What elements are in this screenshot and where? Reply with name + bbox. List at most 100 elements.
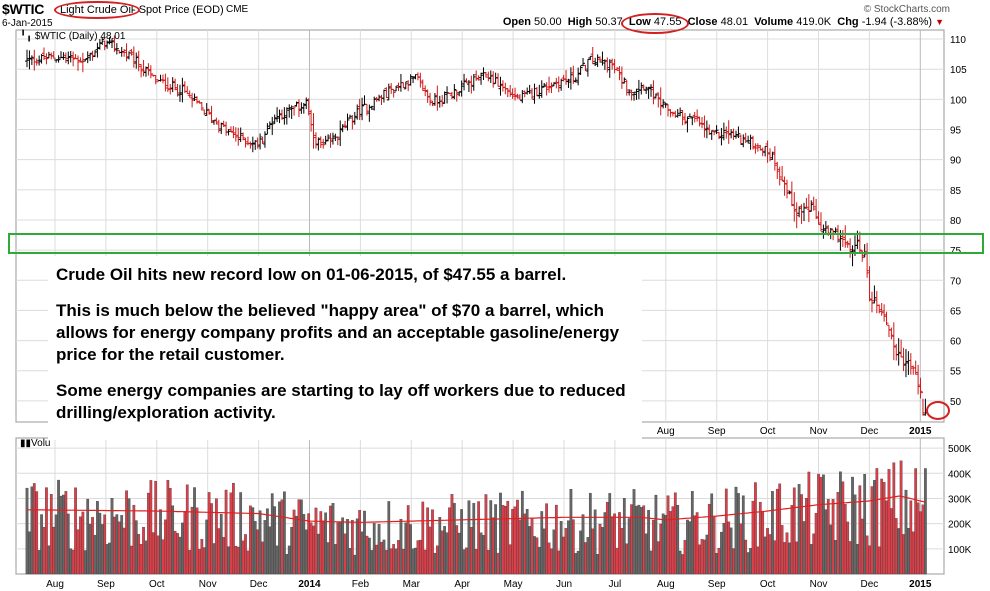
volume-bar xyxy=(812,533,816,575)
volume-bar xyxy=(710,493,714,575)
volume-y-tick-label: 400K xyxy=(948,469,972,480)
volume-bar xyxy=(144,540,148,575)
volume-bar xyxy=(227,546,230,575)
volume-bar xyxy=(394,548,398,575)
volume-bar xyxy=(846,521,850,575)
volume-bar xyxy=(229,492,233,575)
volume-bar xyxy=(603,512,607,575)
volume-bar xyxy=(734,486,738,575)
volume-bar xyxy=(921,504,925,575)
volume-bar xyxy=(814,512,818,575)
volume-bar xyxy=(283,491,286,575)
volume-bar xyxy=(380,541,383,575)
volume-bar xyxy=(528,526,531,575)
volume-bar xyxy=(591,528,595,575)
volume-bar xyxy=(562,536,565,575)
volume-bar xyxy=(435,545,439,575)
volume-bar xyxy=(241,540,245,575)
volume-bar xyxy=(416,540,420,575)
happy-area-highlight xyxy=(8,233,984,254)
volume-bar xyxy=(644,533,648,575)
volume-bar xyxy=(431,509,434,575)
volume-bar xyxy=(892,462,896,575)
volume-bar xyxy=(474,549,478,575)
open-value: 50.00 xyxy=(534,16,562,28)
volume-bar xyxy=(904,489,908,575)
price-y-tick-label: 65 xyxy=(950,306,962,317)
volume-bar xyxy=(756,546,760,575)
volume-bar xyxy=(130,545,133,575)
volume-bar xyxy=(605,502,609,575)
volume-bar xyxy=(338,522,342,575)
volume-bar xyxy=(622,498,626,575)
volume-bar xyxy=(924,468,927,575)
price-panel-title: $WTIC (Daily) 48.01 xyxy=(34,31,126,42)
volume-bar xyxy=(552,529,556,575)
volume-bar xyxy=(875,468,879,575)
volume-bar xyxy=(503,506,507,575)
volume-bar xyxy=(411,548,415,575)
volume-bar xyxy=(329,505,332,575)
volume-bar xyxy=(387,501,391,575)
volume-bar xyxy=(661,513,665,575)
price-y-tick-label: 90 xyxy=(950,156,962,167)
volume-bar xyxy=(771,491,774,575)
volume-bar xyxy=(428,526,432,575)
volume-bar xyxy=(540,511,544,575)
volume-bar xyxy=(343,533,347,575)
volume-bar xyxy=(788,542,791,575)
volume-bar xyxy=(698,544,701,575)
volume-bar xyxy=(222,537,226,575)
volume-bar xyxy=(370,550,374,575)
volume-bar xyxy=(300,499,303,575)
volume-bar xyxy=(341,517,345,575)
volume-bar xyxy=(841,481,845,575)
volume-bar xyxy=(312,525,315,575)
price-panel-label: ╹╻ $WTIC (Daily) 48.01 xyxy=(20,31,125,42)
volume-x-tick-label: Oct xyxy=(760,579,776,590)
volume-bar xyxy=(598,523,602,575)
price-y-tick-label: 80 xyxy=(950,216,962,227)
volume-bar xyxy=(117,521,121,575)
volume-bar xyxy=(64,491,68,575)
volume-bar xyxy=(360,531,364,575)
volume-x-tick-label: Nov xyxy=(199,579,217,590)
price-x-tick-label: Dec xyxy=(861,426,879,437)
volume-bar xyxy=(676,505,680,575)
price-y-tick-label: 50 xyxy=(950,397,962,408)
volume-bar xyxy=(54,514,58,575)
volume-bar xyxy=(520,490,524,575)
volume-bar xyxy=(763,536,767,575)
volume-x-tick-label: Apr xyxy=(454,579,470,590)
price-y-tick-label: 75 xyxy=(950,246,962,257)
volume-bar xyxy=(588,492,592,575)
volume-bar xyxy=(737,493,740,575)
volume-bar xyxy=(98,512,102,575)
open-label: Open xyxy=(502,16,531,28)
volume-bar xyxy=(465,547,468,575)
price-x-tick-label: Aug xyxy=(657,426,675,437)
volume-bar xyxy=(253,521,257,575)
volume-bar xyxy=(249,505,252,575)
volume-bar xyxy=(198,549,201,575)
volume-y-tick-label: 100K xyxy=(948,545,972,556)
volume-bar xyxy=(550,548,553,575)
volume-bar xyxy=(865,535,869,575)
volume-bar xyxy=(193,487,196,575)
volume-bar xyxy=(217,528,221,575)
volume-bar xyxy=(571,519,575,575)
volume-bar xyxy=(103,514,107,575)
volume-bar xyxy=(185,484,189,575)
volume-bar xyxy=(761,511,765,575)
volume-bar xyxy=(741,495,745,575)
volume-bar xyxy=(457,532,461,575)
volume-bar xyxy=(207,492,211,575)
volume-bar xyxy=(695,512,699,575)
volume-bar xyxy=(632,489,636,575)
volume-bar xyxy=(690,491,694,575)
volume-bar xyxy=(792,487,796,575)
volume-bar xyxy=(45,487,48,575)
volume-bar xyxy=(506,500,510,575)
volume-bar xyxy=(608,493,612,575)
volume-bar xyxy=(727,521,731,575)
